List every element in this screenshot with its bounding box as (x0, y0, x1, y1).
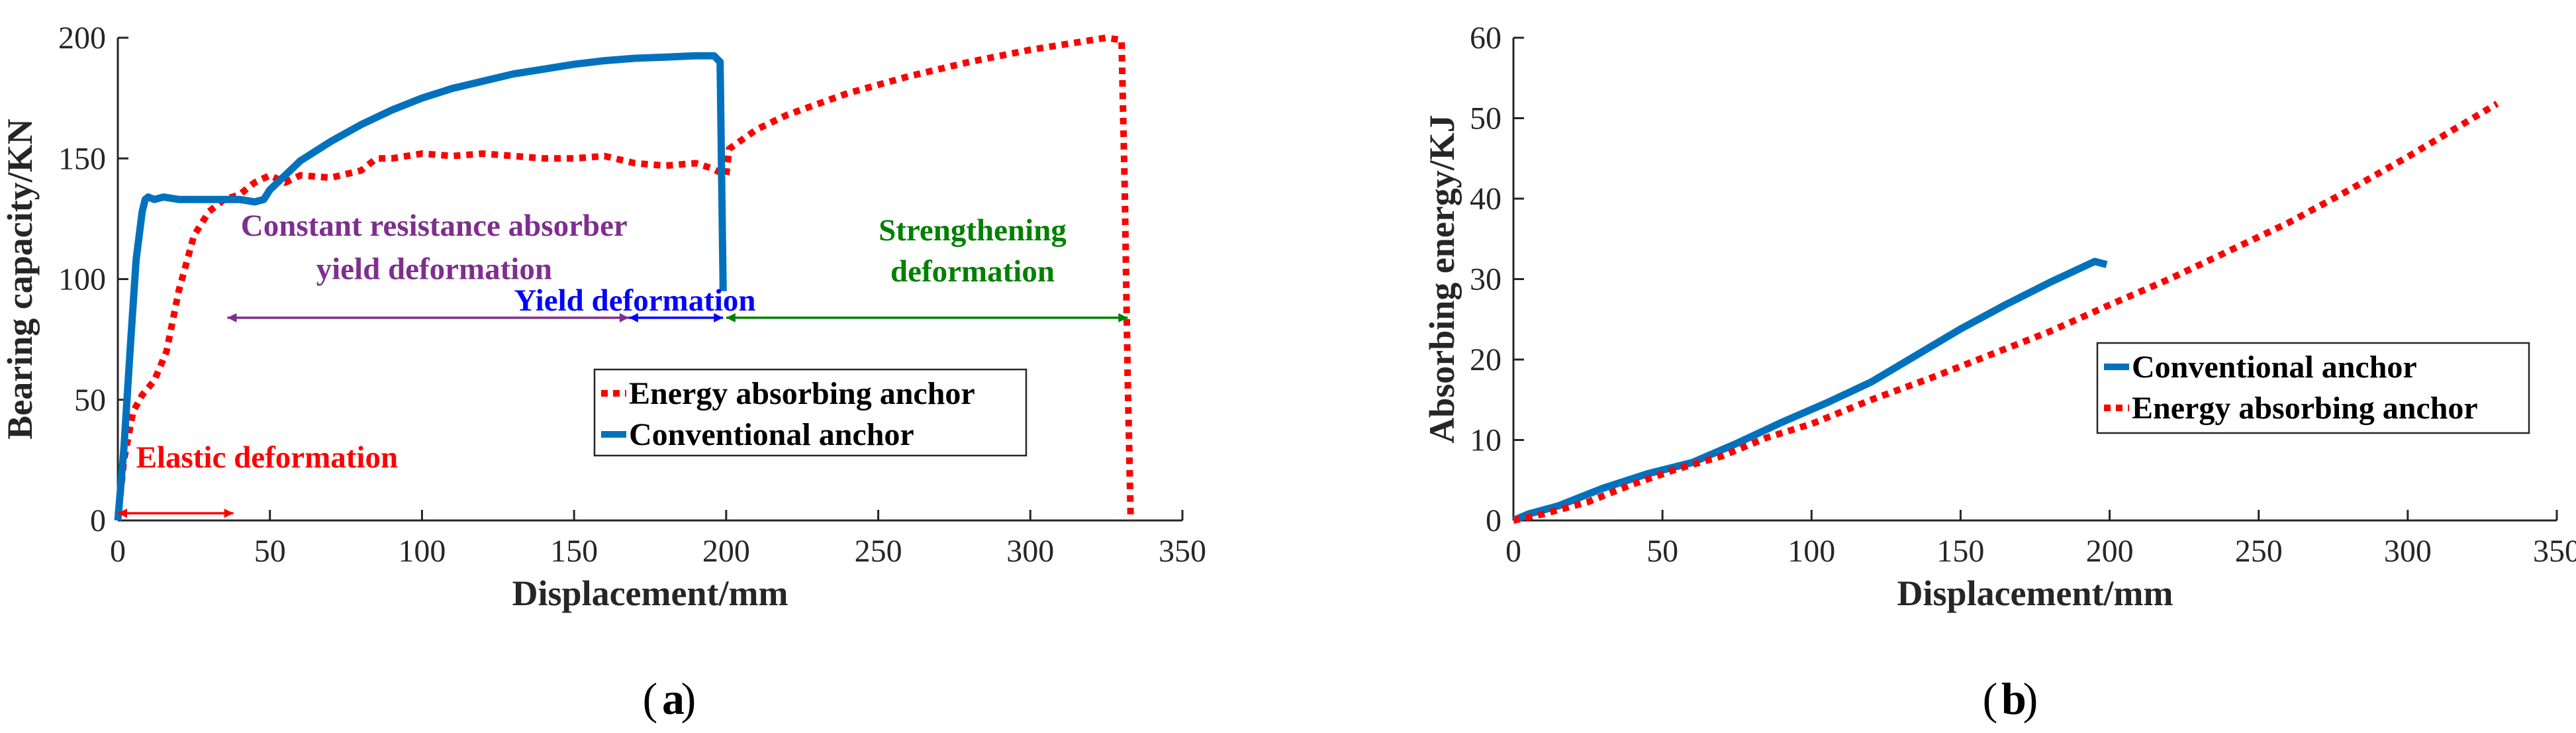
panel-a-legend-label-conventional-anchor: Conventional anchor (629, 417, 914, 452)
panel-b-x-tick-label: 100 (1788, 534, 1835, 569)
panel-b-legend-label-conventional-anchor: Conventional anchor (2132, 350, 2417, 385)
panel-b-y-tick-label: 0 (1486, 503, 1502, 538)
panel-b-x-tick-label: 0 (1505, 534, 1521, 569)
panel-b-x-tick-label: 350 (2533, 534, 2576, 569)
panel-a-x-tick-label: 350 (1159, 534, 1206, 569)
panel-b-x-tick-label: 300 (2384, 534, 2432, 569)
panel-b-y-tick-label: 30 (1470, 262, 1502, 297)
panel-b-y-tick-label: 60 (1470, 21, 1502, 56)
panel-b-x-tick-label: 250 (2235, 534, 2283, 569)
panel-b-chart: 0 50 100 150 200 250 300 350 0 10 20 30 40 50 60 Displa… (1422, 21, 2576, 724)
panel-b-series-energy-absorbing-anchor-line (1512, 101, 2499, 524)
panel-a-constant-arrow-left-head (227, 313, 237, 322)
panel-a-label-open-paren: ( (643, 673, 658, 724)
panel-a-elastic-arrow-left-head (118, 509, 127, 518)
panel-a-x-tick-label: 50 (254, 534, 286, 569)
panel-b-legend-box (2096, 342, 2530, 434)
panel-a-x-tick-label: 250 (855, 534, 902, 569)
panel-a-annotation-yield: Yield deformation (514, 283, 755, 318)
panel-a-y-tick-label: 100 (58, 262, 106, 297)
panel-b-y-axis-label: Absorbing energy/KJ (1422, 115, 1462, 444)
panel-b-x-axis-label: Displacement/mm (1897, 573, 2173, 613)
panel-b-x-tick-label: 200 (2086, 534, 2134, 569)
panel-a-legend-label-energy-absorbing-anchor: Energy absorbing anchor (629, 376, 975, 411)
panel-a-strengthening-arrow-right-head (1118, 313, 1128, 322)
panel-a-x-tick-label: 200 (702, 534, 750, 569)
panel-a-y-tick-label: 150 (58, 141, 106, 176)
panel-a-chart: 0 50 100 150 200 250 300 350 0 50 100 150 200 Displac… (0, 21, 1206, 724)
panel-a-x-tick-label: 100 (398, 534, 446, 569)
panel-b-label: b (2001, 673, 2027, 724)
panel-a-constant-arrow-right-head (619, 313, 629, 322)
panel-b-legend-label-energy-absorbing-anchor: Energy absorbing anchor (2132, 391, 2478, 426)
panel-a-x-axis-label: Displacement/mm (512, 573, 788, 613)
panel-a-annotation-elastic: Elastic deformation (136, 440, 399, 475)
panel-a-legend-box (593, 368, 1027, 457)
panel-a-y-tick-label: 0 (90, 503, 106, 538)
panel-a-strengthening-arrow-left-head (726, 313, 736, 322)
panel-b-label-open-paren: ( (1983, 673, 1998, 724)
panel-a-x-tick-label: 300 (1006, 534, 1054, 569)
panel-a-series-conventional-anchor-line (114, 52, 727, 521)
panel-a-annotation-constant-line2: yield deformation (316, 252, 552, 287)
panel-a-y-tick-label: 50 (74, 383, 106, 418)
panel-a-yield-arrow-left-head (628, 313, 638, 322)
panel-a-annotation-strengthening-line1: Strengthening (879, 213, 1067, 248)
panel-a-annotation-strengthening-line2: deformation (890, 254, 1055, 289)
panel-b-x-tick-label: 50 (1646, 534, 1678, 569)
panel-a-x-tick-label: 150 (550, 534, 598, 569)
panel-b-y-tick-label: 10 (1470, 423, 1502, 458)
panel-b-label-close-paren: ) (2023, 673, 2038, 724)
panel-a-yield-arrow-right-head (714, 313, 724, 322)
panel-a-y-axis-label: Bearing capacity/KN (0, 119, 40, 439)
panel-a-label-close-paren: ) (681, 673, 696, 724)
panel-a-annotation-constant-line1: Constant resistance absorber (241, 209, 628, 243)
panel-a-series-energy-absorbing-anchor-line (115, 34, 1134, 521)
panel-a-x-tick-label: 0 (110, 534, 126, 569)
panel-b-y-tick-label: 20 (1470, 342, 1502, 377)
panel-b-x-tick-label: 150 (1936, 534, 1984, 569)
panel-b-series-conventional-anchor-line (1511, 258, 2108, 524)
panel-a-y-tick-label: 200 (58, 21, 106, 56)
panel-b-y-tick-label: 50 (1470, 101, 1502, 136)
panel-a-label: a (662, 673, 685, 724)
panel-a-elastic-arrow-right-head (224, 509, 234, 518)
panel-b-y-tick-label: 40 (1470, 181, 1502, 217)
